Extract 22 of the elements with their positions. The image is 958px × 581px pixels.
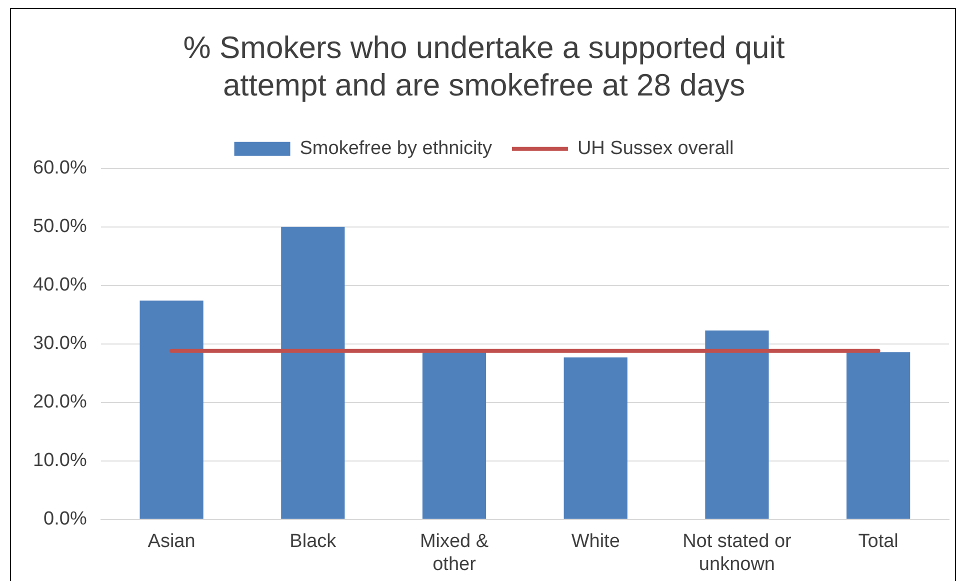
y-tick-label: 0.0%: [44, 508, 87, 530]
chart-title: % Smokers who undertake a supported quit attempt and are smokefree at 28 days: [183, 30, 786, 102]
x-tick-label: Total: [858, 531, 898, 552]
y-tick-label: 60.0%: [33, 158, 87, 179]
y-tick-label: 40.0%: [33, 274, 87, 296]
y-tick-label: 20.0%: [33, 392, 87, 413]
bar: [846, 352, 910, 519]
x-tick-label: Asian: [148, 531, 196, 552]
bar: [281, 226, 345, 519]
bar: [422, 352, 486, 519]
y-tick-label: 50.0%: [33, 216, 87, 238]
legend-label: Smokefree by ethnicity: [300, 138, 492, 160]
bar: [564, 357, 628, 519]
bar: [140, 300, 204, 519]
y-tick-label: 10.0%: [33, 450, 87, 472]
x-tick-label: Mixed & other: [420, 531, 489, 575]
x-tick-label: Not stated or unknown: [682, 531, 792, 575]
x-tick-label: Black: [290, 531, 337, 552]
legend-label: UH Sussex overall: [577, 138, 734, 160]
y-tick-label: 30.0%: [33, 333, 87, 354]
x-tick-label: White: [571, 531, 620, 552]
bar: [705, 330, 769, 519]
